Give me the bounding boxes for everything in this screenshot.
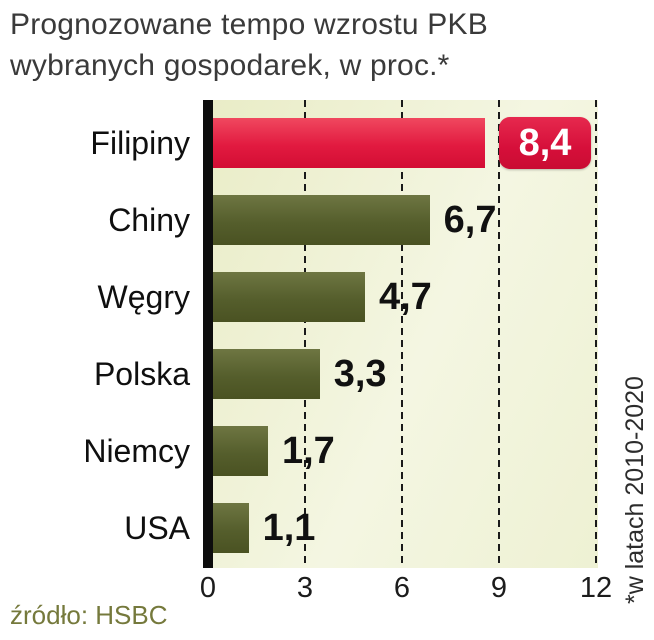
x-tick-label-9: 9 — [490, 572, 508, 604]
category-label-węgry: Węgry — [97, 279, 190, 315]
bar-węgry — [213, 272, 365, 322]
bar-usa — [213, 503, 249, 553]
category-label-niemcy: Niemcy — [83, 433, 190, 469]
chart-title-line1: Prognozowane tempo wzrostu PKB — [10, 8, 488, 41]
bar-chiny — [213, 195, 430, 245]
gridline-9 — [498, 100, 500, 568]
category-label-chiny: Chiny — [108, 202, 190, 238]
x-tick-label-6: 6 — [393, 572, 411, 604]
value-label-węgry: 4,7 — [378, 276, 432, 318]
value-badge-filipiny: 8,4 — [498, 117, 592, 169]
value-label-polska: 3,3 — [333, 353, 387, 395]
x-tick-label-0: 0 — [199, 572, 217, 604]
plot-area: 8,4 6,7 4,7 3,3 1,7 1,1 — [203, 100, 598, 568]
x-tick-label-12: 12 — [579, 572, 613, 604]
x-tick-label-3: 3 — [296, 572, 314, 604]
value-label-chiny: 6,7 — [443, 199, 497, 241]
value-label-niemcy: 1,7 — [281, 430, 335, 472]
gridline-6 — [401, 100, 403, 568]
bar-niemcy — [213, 426, 268, 476]
bar-polska — [213, 349, 320, 399]
category-label-usa: USA — [124, 510, 190, 546]
value-label-usa: 1,1 — [262, 507, 316, 549]
bar-filipiny — [213, 118, 485, 168]
category-label-filipiny: Filipiny — [90, 125, 190, 161]
gridline-3 — [304, 100, 306, 568]
chart-title: Prognozowane tempo wzrostu PKB wybranych… — [10, 4, 488, 86]
chart-title-line2: wybranych gospodarek, w proc.* — [10, 49, 450, 82]
source-label: źródło: HSBC — [10, 600, 168, 630]
gridline-12 — [595, 100, 597, 568]
category-label-polska: Polska — [93, 356, 190, 392]
y-axis-bar — [203, 100, 213, 568]
footnote-years: *w latach 2010-2020 — [621, 376, 649, 604]
